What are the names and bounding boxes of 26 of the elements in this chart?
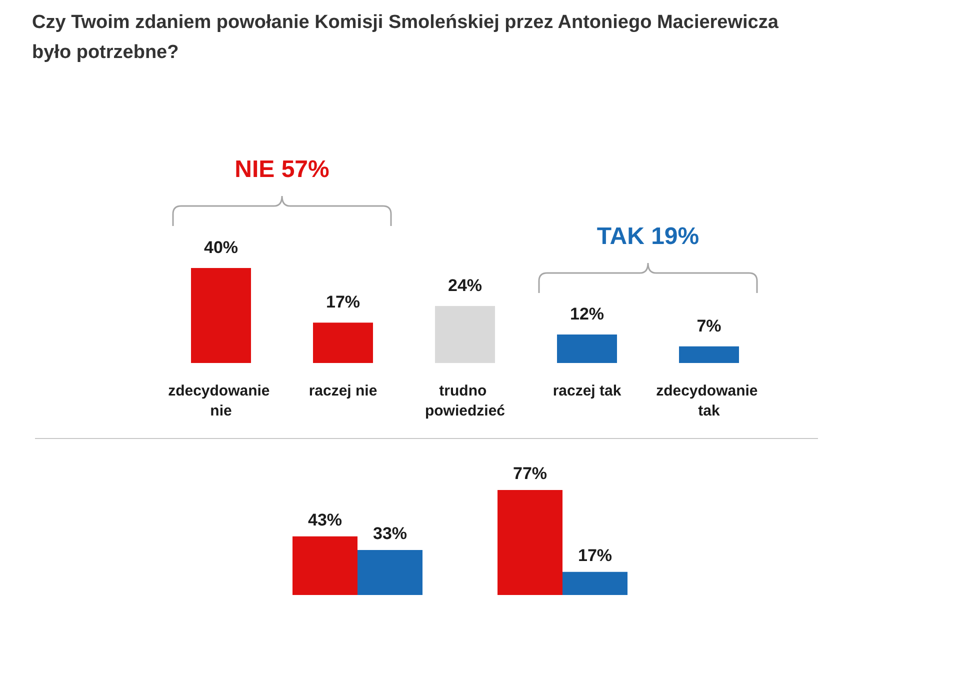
x-tick-label: trudno powiedzieć [424, 382, 506, 420]
data-label: 17% [578, 546, 612, 565]
data-label: 24% [448, 276, 482, 295]
data-label: 77% [512, 464, 548, 483]
chart-title: Czy Twoim zdaniem powołanie Komisji Smoleńskiej przez Antoniego Macierewicza było potrzebne? [32, 11, 780, 65]
bar [313, 322, 373, 363]
bar [562, 572, 628, 595]
x-tick-label: zdecydowanie nie [168, 382, 274, 420]
bar [557, 334, 617, 363]
bar [679, 346, 739, 363]
data-label: 17% [326, 292, 360, 312]
data-label: 40% [204, 238, 238, 257]
data-label: 7% [696, 316, 722, 336]
x-tick-label: raczej tak [552, 382, 622, 400]
text: TAK 19% [596, 222, 700, 250]
bar [358, 550, 422, 595]
bar [435, 306, 495, 363]
data-label: 12% [570, 304, 604, 324]
bar [292, 536, 358, 595]
bar [498, 490, 562, 595]
text: NIE 57% [234, 156, 330, 184]
x-tick-label: zdecydowanie tak [656, 382, 762, 420]
data-label: 43% [308, 510, 342, 530]
x-tick-label: raczej nie [308, 382, 378, 400]
data-label: 33% [372, 524, 408, 543]
bar [191, 268, 251, 363]
